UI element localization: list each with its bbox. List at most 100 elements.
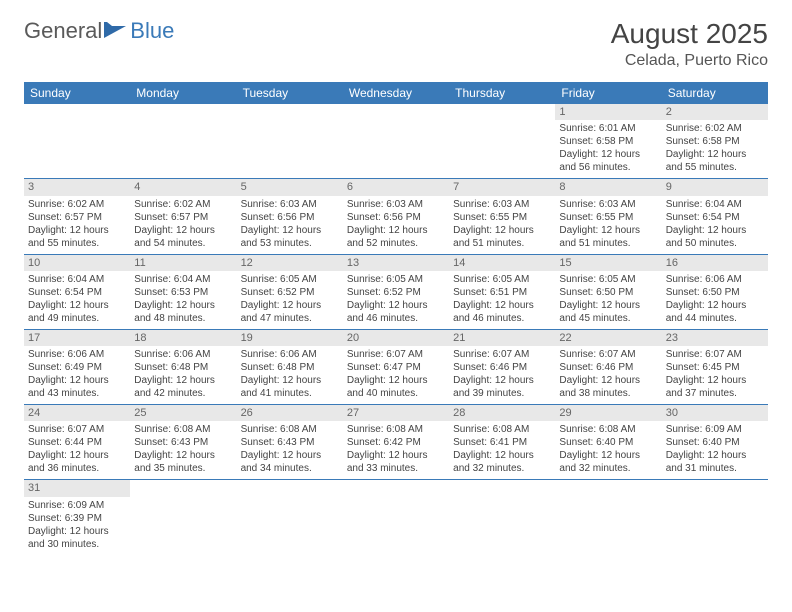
sunrise-line: Sunrise: 6:02 AM: [134, 198, 232, 211]
sunrise-line: Sunrise: 6:08 AM: [347, 423, 445, 436]
daylight-line-2: and 54 minutes.: [134, 237, 232, 250]
sunrise-line: Sunrise: 6:08 AM: [134, 423, 232, 436]
day-number: 21: [449, 330, 555, 346]
calendar-cell: 24Sunrise: 6:07 AMSunset: 6:44 PMDayligh…: [24, 405, 130, 480]
daylight-line-1: Daylight: 12 hours: [453, 449, 551, 462]
daylight-line-2: and 49 minutes.: [28, 312, 126, 325]
calendar-cell-empty: [237, 104, 343, 179]
sunset-line: Sunset: 6:46 PM: [453, 361, 551, 374]
sunset-line: Sunset: 6:57 PM: [134, 211, 232, 224]
calendar-cell-empty: [449, 104, 555, 179]
sunset-line: Sunset: 6:40 PM: [666, 436, 764, 449]
day-number: 3: [24, 179, 130, 195]
daylight-line-1: Daylight: 12 hours: [559, 224, 657, 237]
day-number: 28: [449, 405, 555, 421]
calendar-cell-empty: [343, 480, 449, 554]
sunrise-line: Sunrise: 6:09 AM: [666, 423, 764, 436]
sunrise-line: Sunrise: 6:05 AM: [241, 273, 339, 286]
daylight-line-2: and 52 minutes.: [347, 237, 445, 250]
calendar-cell: 29Sunrise: 6:08 AMSunset: 6:40 PMDayligh…: [555, 405, 661, 480]
sunrise-line: Sunrise: 6:03 AM: [559, 198, 657, 211]
sunrise-line: Sunrise: 6:02 AM: [28, 198, 126, 211]
day-number: 19: [237, 330, 343, 346]
day-number: 18: [130, 330, 236, 346]
flag-icon: [104, 22, 128, 38]
daylight-line-1: Daylight: 12 hours: [28, 224, 126, 237]
day-number: 6: [343, 179, 449, 195]
calendar-cell-empty: [24, 104, 130, 179]
page-header: General Blue August 2025 Celada, Puerto …: [24, 18, 768, 70]
sunset-line: Sunset: 6:56 PM: [347, 211, 445, 224]
daylight-line-2: and 46 minutes.: [347, 312, 445, 325]
calendar-cell-empty: [449, 480, 555, 554]
daylight-line-1: Daylight: 12 hours: [241, 299, 339, 312]
daylight-line-1: Daylight: 12 hours: [28, 449, 126, 462]
calendar-cell: 28Sunrise: 6:08 AMSunset: 6:41 PMDayligh…: [449, 405, 555, 480]
calendar-cell: 31Sunrise: 6:09 AMSunset: 6:39 PMDayligh…: [24, 480, 130, 554]
daylight-line-1: Daylight: 12 hours: [559, 148, 657, 161]
daylight-line-2: and 34 minutes.: [241, 462, 339, 475]
sunset-line: Sunset: 6:44 PM: [28, 436, 126, 449]
sunrise-line: Sunrise: 6:03 AM: [347, 198, 445, 211]
calendar-cell: 20Sunrise: 6:07 AMSunset: 6:47 PMDayligh…: [343, 330, 449, 405]
calendar-cell: 2Sunrise: 6:02 AMSunset: 6:58 PMDaylight…: [662, 104, 768, 179]
sunset-line: Sunset: 6:49 PM: [28, 361, 126, 374]
logo: General Blue: [24, 18, 174, 44]
daylight-line-2: and 48 minutes.: [134, 312, 232, 325]
day-number: 15: [555, 255, 661, 271]
daylight-line-1: Daylight: 12 hours: [453, 374, 551, 387]
sunset-line: Sunset: 6:47 PM: [347, 361, 445, 374]
daylight-line-2: and 32 minutes.: [453, 462, 551, 475]
day-number: 16: [662, 255, 768, 271]
day-number: 10: [24, 255, 130, 271]
logo-text-blue: Blue: [130, 18, 174, 44]
sunset-line: Sunset: 6:40 PM: [559, 436, 657, 449]
daylight-line-2: and 45 minutes.: [559, 312, 657, 325]
daylight-line-1: Daylight: 12 hours: [559, 299, 657, 312]
title-block: August 2025 Celada, Puerto Rico: [611, 18, 768, 70]
calendar-cell-empty: [662, 480, 768, 554]
sunset-line: Sunset: 6:52 PM: [347, 286, 445, 299]
daylight-line-1: Daylight: 12 hours: [28, 299, 126, 312]
calendar-cell: 21Sunrise: 6:07 AMSunset: 6:46 PMDayligh…: [449, 330, 555, 405]
day-number: 17: [24, 330, 130, 346]
day-number: 30: [662, 405, 768, 421]
sunset-line: Sunset: 6:43 PM: [134, 436, 232, 449]
calendar-cell: 23Sunrise: 6:07 AMSunset: 6:45 PMDayligh…: [662, 330, 768, 405]
calendar-cell: 18Sunrise: 6:06 AMSunset: 6:48 PMDayligh…: [130, 330, 236, 405]
daylight-line-2: and 38 minutes.: [559, 387, 657, 400]
calendar-cell: 15Sunrise: 6:05 AMSunset: 6:50 PMDayligh…: [555, 255, 661, 330]
daylight-line-2: and 56 minutes.: [559, 161, 657, 174]
daylight-line-2: and 51 minutes.: [453, 237, 551, 250]
day-number: 14: [449, 255, 555, 271]
day-header: Monday: [130, 82, 236, 104]
calendar-cell-empty: [343, 104, 449, 179]
calendar-cell: 10Sunrise: 6:04 AMSunset: 6:54 PMDayligh…: [24, 255, 130, 330]
calendar-cell: 7Sunrise: 6:03 AMSunset: 6:55 PMDaylight…: [449, 179, 555, 254]
location: Celada, Puerto Rico: [611, 52, 768, 70]
sunrise-line: Sunrise: 6:08 AM: [241, 423, 339, 436]
sunrise-line: Sunrise: 6:06 AM: [134, 348, 232, 361]
daylight-line-2: and 42 minutes.: [134, 387, 232, 400]
daylight-line-1: Daylight: 12 hours: [347, 299, 445, 312]
sunrise-line: Sunrise: 6:05 AM: [453, 273, 551, 286]
daylight-line-2: and 35 minutes.: [134, 462, 232, 475]
day-number: 4: [130, 179, 236, 195]
day-number: 24: [24, 405, 130, 421]
calendar-cell: 5Sunrise: 6:03 AMSunset: 6:56 PMDaylight…: [237, 179, 343, 254]
day-number: 7: [449, 179, 555, 195]
daylight-line-2: and 55 minutes.: [666, 161, 764, 174]
day-number: 22: [555, 330, 661, 346]
sunrise-line: Sunrise: 6:02 AM: [666, 122, 764, 135]
sunrise-line: Sunrise: 6:03 AM: [453, 198, 551, 211]
sunset-line: Sunset: 6:39 PM: [28, 512, 126, 525]
daylight-line-1: Daylight: 12 hours: [666, 224, 764, 237]
daylight-line-2: and 32 minutes.: [559, 462, 657, 475]
daylight-line-1: Daylight: 12 hours: [241, 224, 339, 237]
daylight-line-1: Daylight: 12 hours: [28, 374, 126, 387]
calendar-cell-empty: [555, 480, 661, 554]
daylight-line-2: and 37 minutes.: [666, 387, 764, 400]
daylight-line-1: Daylight: 12 hours: [241, 374, 339, 387]
daylight-line-2: and 44 minutes.: [666, 312, 764, 325]
sunrise-line: Sunrise: 6:07 AM: [666, 348, 764, 361]
